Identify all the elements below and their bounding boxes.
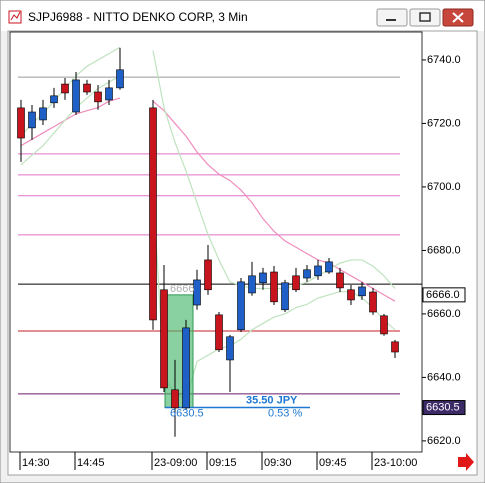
y-tick-label: 6720.0 bbox=[427, 117, 461, 129]
plot-area bbox=[9, 31, 423, 453]
window-title: SJPJ6988 - NITTO DENKO CORP, 3 Min bbox=[28, 10, 248, 24]
indicator-line bbox=[152, 100, 396, 302]
scroll-arrow[interactable] bbox=[458, 453, 474, 471]
y-tick-label: 6640.0 bbox=[427, 371, 461, 383]
candle-body bbox=[105, 87, 113, 101]
candle-body bbox=[303, 269, 311, 279]
candle-body bbox=[72, 79, 80, 113]
candle-body bbox=[83, 83, 91, 93]
x-tick-label: 09:30 bbox=[264, 457, 292, 469]
app-icon-glyph bbox=[10, 11, 21, 21]
ruler-change: 35.50 JPY bbox=[246, 394, 298, 406]
indicator-line bbox=[20, 97, 121, 147]
app-icon bbox=[8, 10, 22, 24]
candle-body bbox=[347, 289, 355, 301]
candle-body bbox=[336, 272, 344, 289]
candle-body bbox=[259, 272, 267, 284]
price-tag-label: 6666.0 bbox=[426, 289, 460, 301]
x-tick-label: 09:45 bbox=[319, 457, 347, 469]
candle-body bbox=[325, 261, 333, 273]
candle-body bbox=[358, 286, 366, 297]
ruler-high: 6666 bbox=[170, 283, 194, 295]
candle-body bbox=[39, 107, 47, 121]
candle-body bbox=[171, 389, 179, 409]
candle-body bbox=[182, 327, 190, 409]
indicator-line bbox=[20, 75, 121, 166]
maximize-button[interactable] bbox=[409, 8, 441, 27]
candle-body bbox=[391, 341, 399, 353]
candle-body bbox=[369, 291, 377, 313]
y-tick-label: 6740.0 bbox=[427, 54, 461, 66]
candle-body bbox=[248, 275, 256, 294]
candle-body bbox=[160, 289, 168, 389]
candle-body bbox=[380, 315, 388, 335]
candle-body bbox=[28, 111, 36, 129]
close-glyph bbox=[452, 12, 464, 23]
candle-body bbox=[50, 95, 58, 104]
price-tag-label: 6630.5 bbox=[426, 401, 460, 413]
candle-body bbox=[237, 281, 245, 331]
maximize-glyph bbox=[419, 12, 431, 22]
ruler-low: 6630.5 bbox=[170, 407, 204, 419]
ruler-percent: 0.53 % bbox=[268, 407, 302, 419]
candle-body bbox=[61, 83, 69, 94]
x-tick-label: 09:15 bbox=[209, 457, 237, 469]
candle-body bbox=[314, 265, 322, 277]
x-tick-label: 23-09:00 bbox=[154, 457, 197, 469]
candle-body bbox=[215, 314, 223, 351]
minimize-glyph bbox=[386, 19, 396, 21]
y-tick-label: 6620.0 bbox=[427, 435, 461, 447]
minimize-button[interactable] bbox=[376, 8, 408, 27]
candle-body bbox=[226, 336, 234, 361]
indicator-line bbox=[20, 46, 121, 137]
candle-body bbox=[281, 282, 289, 311]
candle-body bbox=[116, 69, 124, 89]
candle-body bbox=[17, 107, 25, 139]
price-tag bbox=[422, 400, 466, 416]
y-tick-label: 6660.0 bbox=[427, 308, 461, 320]
candle-body bbox=[149, 107, 157, 321]
y-tick-label: 6700.0 bbox=[427, 181, 461, 193]
candle-body bbox=[270, 271, 278, 303]
x-tick-label: 14:30 bbox=[22, 457, 50, 469]
candle-body bbox=[94, 91, 102, 103]
candle-body bbox=[193, 279, 201, 306]
candle-body bbox=[292, 275, 300, 291]
x-tick-label: 23-10:00 bbox=[374, 457, 417, 469]
y-tick-label: 6680.0 bbox=[427, 244, 461, 256]
candle-body bbox=[204, 259, 212, 291]
x-tick-label: 14:45 bbox=[77, 457, 105, 469]
price-tag bbox=[422, 287, 466, 303]
